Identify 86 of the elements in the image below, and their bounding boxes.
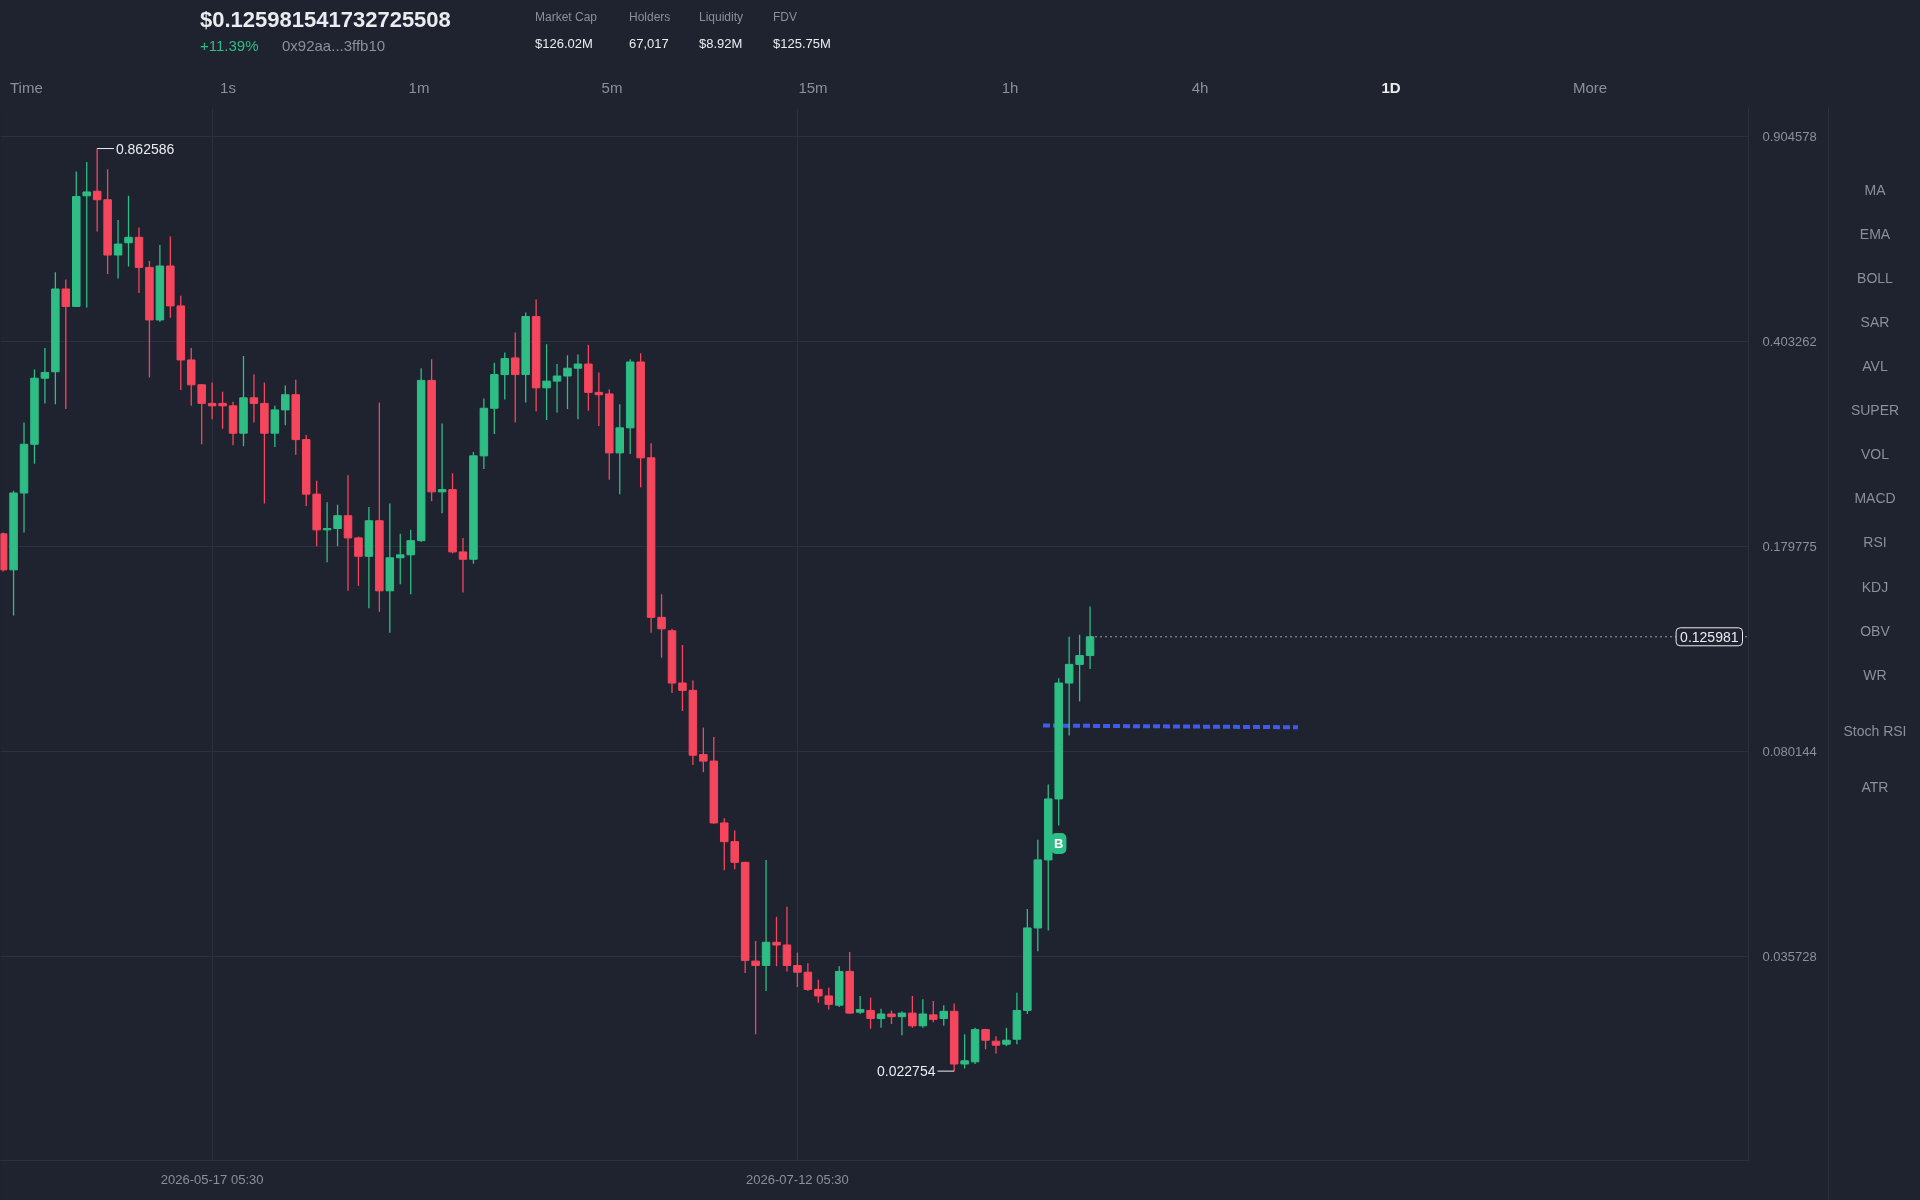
candlestick <box>61 278 71 410</box>
text: VOL <box>1860 445 1890 464</box>
candlestick <box>333 504 342 547</box>
text: MACD <box>1854 489 1896 508</box>
text: 1h <box>1001 78 1019 99</box>
text: SUPER <box>1850 401 1900 420</box>
candlestick <box>281 384 290 426</box>
candlestick <box>249 373 259 424</box>
text: Liquidity <box>699 9 744 27</box>
text: ATR <box>1861 778 1889 797</box>
candlestick <box>866 996 875 1030</box>
text: 5m <box>601 78 623 99</box>
text: 1D <box>1381 78 1401 99</box>
candlestick <box>573 353 583 420</box>
candlestick <box>82 161 91 309</box>
candlestick <box>960 1033 969 1070</box>
candlestick <box>761 859 771 992</box>
candlestick <box>197 383 206 445</box>
candlestick <box>542 343 551 421</box>
text: More <box>1572 78 1608 99</box>
candlestick <box>406 529 415 595</box>
text: Market Cap <box>535 9 598 27</box>
text: $8.92M <box>699 34 743 53</box>
candlestick <box>40 347 50 405</box>
y-tick-label: 0.179775 <box>1762 539 1817 555</box>
candlestick <box>563 354 572 410</box>
candlestick <box>699 726 708 773</box>
text: Holders <box>629 9 671 27</box>
candlestick <box>458 537 468 594</box>
candlestick <box>897 1010 907 1036</box>
annotation: 0.862586 <box>115 140 175 157</box>
y-tick-label: 0.080144 <box>1762 744 1817 760</box>
x-tick-label: 2026-05-17 05:30 <box>160 1171 264 1187</box>
candlestick <box>437 422 447 514</box>
text: EMA <box>1859 225 1891 244</box>
text: WR <box>1863 666 1887 685</box>
text: Time <box>10 78 43 99</box>
text: $0.125981541732725508 <box>200 6 451 35</box>
candlestick <box>772 916 781 967</box>
candlestick <box>855 995 865 1015</box>
y-tick-label: 0.904578 <box>1762 128 1817 144</box>
y-tick-label: 0.035728 <box>1762 949 1817 965</box>
candlestick <box>1085 605 1095 670</box>
ref-line-label: 0.125981 <box>1680 628 1739 645</box>
candlestick <box>918 998 928 1029</box>
candlestick <box>396 533 405 585</box>
text: 0x92aa...3ffb10 <box>282 36 386 57</box>
candlestick <box>657 593 666 659</box>
text: Stoch RSI <box>1843 722 1907 741</box>
text: FDV <box>773 9 797 27</box>
candlestick <box>552 363 562 414</box>
text: 4h <box>1191 78 1209 99</box>
text: RSI <box>1863 533 1887 552</box>
text: AVL <box>1862 357 1888 376</box>
text: 15m <box>798 78 828 99</box>
text: $126.02M <box>535 34 593 53</box>
text: BOLL <box>1857 269 1893 288</box>
candlestick <box>510 331 520 424</box>
candlestick <box>824 987 834 1011</box>
candlestick <box>751 940 760 1036</box>
text: SAR <box>1860 313 1890 332</box>
candlestick <box>354 535 363 587</box>
candlestick <box>939 1004 948 1027</box>
text: $125.75M <box>773 34 831 53</box>
candlestick <box>991 1035 1001 1055</box>
candlestick <box>1002 1027 1011 1047</box>
y-tick-label: 0.403262 <box>1762 334 1817 350</box>
candlestick <box>782 906 792 973</box>
candlestick <box>929 1000 938 1023</box>
candlestick <box>113 219 123 280</box>
candlestick <box>908 995 917 1029</box>
annotation: B <box>1054 835 1064 851</box>
text: MA <box>1864 181 1886 200</box>
text: +11.39% <box>200 36 259 57</box>
candlestick <box>876 1008 886 1029</box>
candlestick <box>814 979 823 1004</box>
text: OBV <box>1860 622 1890 641</box>
annotation: 0.022754 <box>877 1063 936 1080</box>
text: 67,017 <box>629 34 669 53</box>
text: 1s <box>220 78 236 99</box>
x-tick-label: 2026-07-12 05:30 <box>746 1171 849 1187</box>
text: 1m <box>408 78 430 99</box>
candlestick <box>270 405 280 448</box>
candlestick <box>124 195 133 268</box>
text: KDJ <box>1861 578 1889 597</box>
candlestick <box>343 474 353 592</box>
